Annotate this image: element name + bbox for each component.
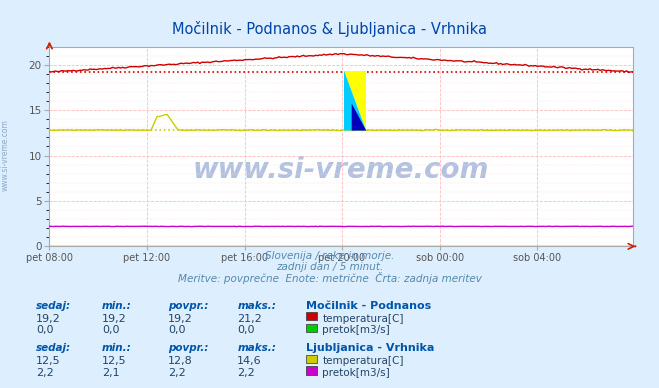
Text: povpr.:: povpr.: bbox=[168, 343, 208, 353]
Text: min.:: min.: bbox=[102, 301, 132, 311]
Text: 0,0: 0,0 bbox=[36, 325, 54, 335]
Text: sedaj:: sedaj: bbox=[36, 301, 71, 311]
Polygon shape bbox=[352, 104, 366, 130]
Text: 0,0: 0,0 bbox=[237, 325, 255, 335]
Text: 0,0: 0,0 bbox=[102, 325, 120, 335]
Text: Močilnik - Podnanos & Ljubljanica - Vrhnika: Močilnik - Podnanos & Ljubljanica - Vrhn… bbox=[172, 21, 487, 37]
Text: 2,2: 2,2 bbox=[36, 368, 54, 378]
Text: 19,2: 19,2 bbox=[102, 314, 127, 324]
Text: maks.:: maks.: bbox=[237, 343, 276, 353]
Text: 14,6: 14,6 bbox=[237, 356, 262, 366]
Text: Ljubljanica - Vrhnika: Ljubljanica - Vrhnika bbox=[306, 343, 435, 353]
Text: 12,8: 12,8 bbox=[168, 356, 193, 366]
Text: zadnji dan / 5 minut.: zadnji dan / 5 minut. bbox=[276, 262, 383, 272]
Text: sedaj:: sedaj: bbox=[36, 343, 71, 353]
Text: 2,2: 2,2 bbox=[237, 368, 255, 378]
Polygon shape bbox=[344, 71, 366, 130]
Text: pretok[m3/s]: pretok[m3/s] bbox=[322, 368, 390, 378]
Text: 19,2: 19,2 bbox=[36, 314, 61, 324]
Text: temperatura[C]: temperatura[C] bbox=[322, 314, 404, 324]
Text: temperatura[C]: temperatura[C] bbox=[322, 356, 404, 366]
Text: min.:: min.: bbox=[102, 343, 132, 353]
Text: 0,0: 0,0 bbox=[168, 325, 186, 335]
Text: 2,1: 2,1 bbox=[102, 368, 120, 378]
Text: 2,2: 2,2 bbox=[168, 368, 186, 378]
Text: 12,5: 12,5 bbox=[36, 356, 61, 366]
Text: povpr.:: povpr.: bbox=[168, 301, 208, 311]
Text: maks.:: maks.: bbox=[237, 301, 276, 311]
Text: 19,2: 19,2 bbox=[168, 314, 193, 324]
Text: Močilnik - Podnanos: Močilnik - Podnanos bbox=[306, 301, 432, 311]
Text: 21,2: 21,2 bbox=[237, 314, 262, 324]
Text: Meritve: povprečne  Enote: metrične  Črta: zadnja meritev: Meritve: povprečne Enote: metrične Črta:… bbox=[177, 272, 482, 284]
Text: 12,5: 12,5 bbox=[102, 356, 127, 366]
Text: Slovenija / reke in morje.: Slovenija / reke in morje. bbox=[265, 251, 394, 262]
Text: www.si-vreme.com: www.si-vreme.com bbox=[1, 119, 10, 191]
Text: www.si-vreme.com: www.si-vreme.com bbox=[193, 156, 489, 184]
Text: pretok[m3/s]: pretok[m3/s] bbox=[322, 325, 390, 335]
Polygon shape bbox=[344, 71, 366, 130]
